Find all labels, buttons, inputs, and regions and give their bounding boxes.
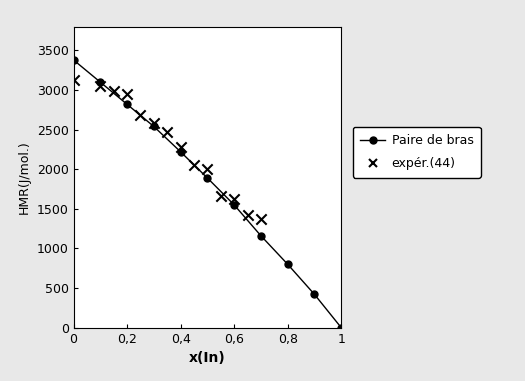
Point <box>96 83 104 89</box>
Point <box>123 91 131 97</box>
X-axis label: x(In): x(In) <box>189 351 226 365</box>
Legend: Paire de bras, expér.(44): Paire de bras, expér.(44) <box>353 127 481 178</box>
Point <box>230 196 238 202</box>
Point <box>217 193 225 199</box>
Point <box>243 212 252 218</box>
Y-axis label: HMR(J/mol.): HMR(J/mol.) <box>18 140 31 214</box>
Point <box>150 120 158 126</box>
Point <box>257 216 265 222</box>
Point <box>69 77 78 83</box>
Point <box>136 112 145 118</box>
Point <box>176 144 185 150</box>
Point <box>163 129 171 135</box>
Point <box>203 166 212 172</box>
Point <box>190 162 198 168</box>
Point <box>109 88 118 94</box>
